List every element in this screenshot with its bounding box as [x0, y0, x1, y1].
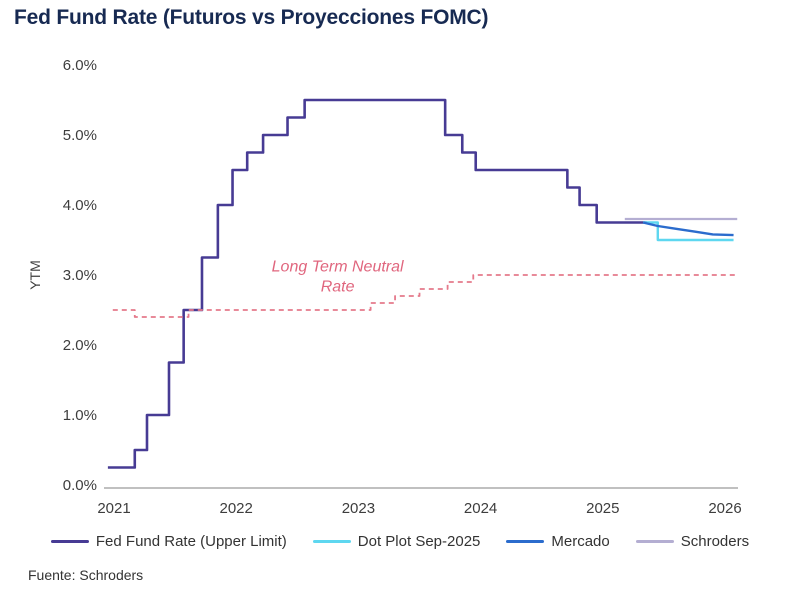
series-long-term-neutral-rate-line — [112, 274, 738, 318]
legend-swatch-mercado — [506, 540, 545, 543]
y-tick-label: 2.0% — [63, 337, 97, 354]
legend-item-fed-fund-rate: Fed Fund Rate (Upper Limit) — [50, 533, 287, 550]
legend-swatch-schroders — [635, 540, 674, 543]
chart-title: Fed Fund Rate (Futuros vs Proyecciones F… — [14, 6, 489, 29]
y-tick-label: 4.0% — [63, 197, 97, 214]
legend-label-schroders: Schroders — [680, 533, 750, 550]
x-tick-label: 2021 — [97, 500, 130, 517]
legend-swatch-dot-plot — [312, 540, 351, 543]
x-tick-label: 2025 — [586, 500, 619, 517]
x-tick-label: 2022 — [220, 500, 253, 517]
y-axis-title: YTM — [27, 260, 43, 290]
legend-swatch-fed-fund-rate — [50, 540, 89, 543]
legend-label-mercado: Mercado — [551, 533, 610, 550]
y-tick-label: 0.0% — [63, 477, 97, 494]
y-tick-label: 3.0% — [63, 267, 97, 284]
chart-legend: Fed Fund Rate (Upper Limit) Dot Plot Sep… — [0, 533, 800, 550]
source-note: Fuente: Schroders — [28, 567, 144, 583]
series-mercado-line — [642, 221, 734, 237]
y-tick-label: 6.0% — [63, 57, 97, 74]
legend-label-dot-plot: Dot Plot Sep-2025 — [357, 533, 481, 550]
legend-item-schroders: Schroders — [635, 533, 750, 550]
legend-item-dot-plot: Dot Plot Sep-2025 — [312, 533, 481, 550]
x-tick-label: 2026 — [708, 500, 741, 517]
series-fed-fund-rate-upper-limit-line — [107, 98, 647, 469]
y-tick-label: 5.0% — [63, 127, 97, 144]
legend-item-mercado: Mercado — [506, 533, 610, 550]
y-tick-label: 1.0% — [63, 407, 97, 424]
legend-label-fed-fund-rate: Fed Fund Rate (Upper Limit) — [95, 533, 287, 550]
x-tick-label: 2023 — [342, 500, 375, 517]
neutral-rate-annotation: Long Term Neutral — [272, 259, 404, 276]
neutral-rate-annotation: Rate — [321, 279, 355, 296]
series-dot-plot-sep-2025-line — [643, 221, 734, 242]
x-tick-label: 2024 — [464, 500, 497, 517]
